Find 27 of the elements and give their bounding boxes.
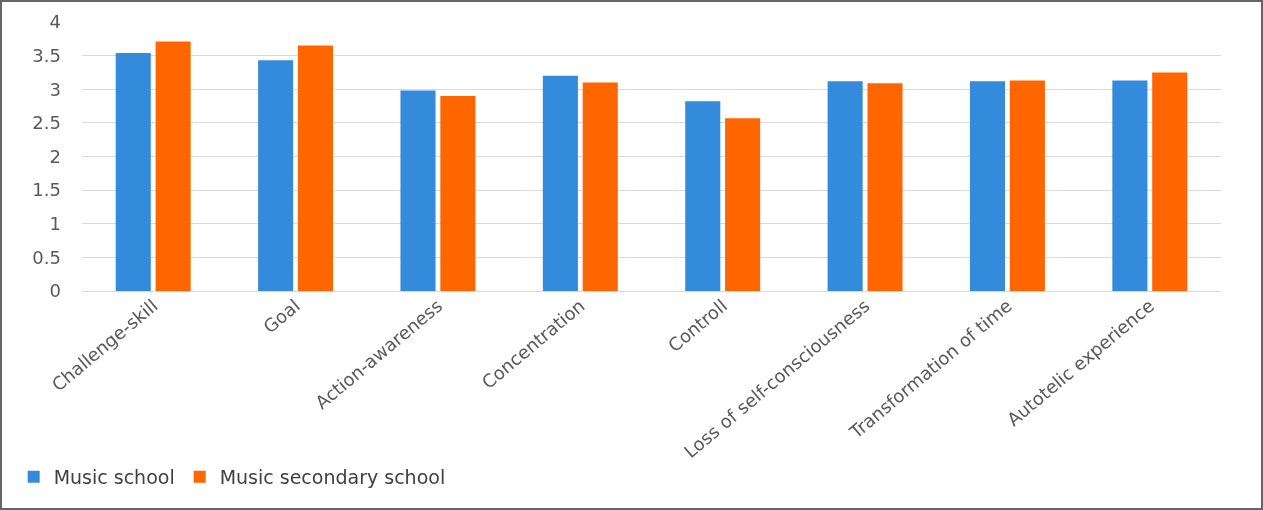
bar xyxy=(1112,80,1148,291)
bar xyxy=(685,101,721,291)
y-tick-label: 4 xyxy=(49,11,61,33)
bar xyxy=(582,82,618,291)
bar xyxy=(115,52,151,291)
y-tick-label: 0.5 xyxy=(32,246,61,268)
bar xyxy=(542,75,578,291)
y-tick-label: 3.5 xyxy=(32,44,61,66)
bar xyxy=(1152,72,1188,291)
y-tick-label: 0 xyxy=(49,280,61,302)
bar xyxy=(969,81,1006,291)
y-tick-label: 1.5 xyxy=(32,179,61,201)
y-tick-label: 2 xyxy=(49,145,61,167)
bar xyxy=(297,45,334,291)
y-tick-label: 1 xyxy=(49,213,61,235)
legend-label: Music school xyxy=(53,466,175,489)
bar xyxy=(440,95,476,291)
bar xyxy=(258,60,294,291)
bar xyxy=(400,90,436,291)
bar xyxy=(867,83,903,291)
bar xyxy=(155,41,191,291)
y-tick-label: 3 xyxy=(49,78,61,100)
y-tick-label: 2.5 xyxy=(32,112,61,134)
legend-label: Music secondary school xyxy=(219,466,446,489)
bar xyxy=(725,118,761,291)
bar xyxy=(1009,80,1045,291)
bar xyxy=(827,81,863,291)
